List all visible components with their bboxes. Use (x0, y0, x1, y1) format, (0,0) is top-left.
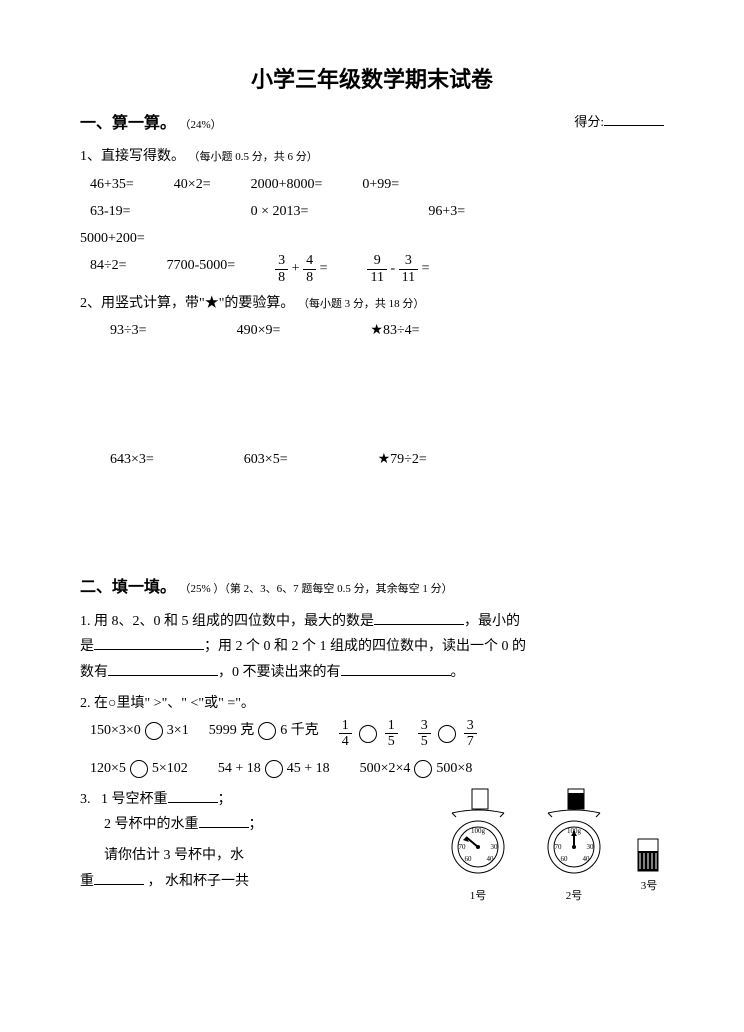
scale-3-label: 3号 (634, 877, 664, 897)
section-1-head: 一、算一算。 (80, 115, 176, 132)
blank[interactable] (341, 661, 451, 676)
svg-text:60: 60 (561, 855, 569, 863)
q1-1-note: （每小题 0.5 分，共 6 分） (189, 151, 318, 163)
compare-circle[interactable] (414, 760, 432, 778)
calc-item: ★83÷4= (370, 318, 419, 343)
q1-2-head: 2、用竖式计算，带"★"的要验算。 (80, 296, 294, 311)
exam-title: 小学三年级数学期末试卷 (80, 60, 664, 100)
calc-item: 84÷2= (90, 253, 127, 285)
calc-item: 0+99= (362, 172, 399, 197)
scale-icon: 100g 70 30 60 40 (442, 787, 514, 887)
cmp-item: 35 37 (418, 718, 477, 750)
section-2-head: 二、填一填。 (80, 579, 176, 596)
calc-item: 46+35= (90, 172, 134, 197)
calc-item-frac: 911 - 311 = (367, 253, 429, 285)
blank[interactable] (94, 635, 204, 650)
scale-1: 100g 70 30 60 40 1号 (442, 787, 514, 907)
section-2-note: （25% ）（第 2、3、6、7 题每空 0.5 分，其余每空 1 分） (180, 583, 453, 595)
blank[interactable] (94, 870, 144, 885)
blank[interactable] (168, 788, 218, 803)
scale-2: 100g 70 30 60 40 2号 (538, 787, 610, 907)
compare-circle[interactable] (258, 722, 276, 740)
q1-1-head: 1、直接写得数。 (80, 149, 185, 164)
calc-item: 93÷3= (110, 318, 147, 343)
svg-text:30: 30 (587, 843, 595, 851)
svg-text:70: 70 (459, 843, 467, 851)
compare-circle[interactable] (438, 725, 456, 743)
section-1-pct: （24%） (180, 119, 222, 131)
calc-row-2: 63-19= 0 × 2013= 96+3= (90, 199, 664, 224)
cmp-item: 500×2×4500×8 (360, 756, 473, 781)
blank[interactable] (199, 813, 249, 828)
q1-2: 2、用竖式计算，带"★"的要验算。 （每小题 3 分，共 18 分） (80, 291, 664, 316)
scale-icon: 100g 70 30 60 40 (538, 787, 610, 887)
compare-circle[interactable] (265, 760, 283, 778)
score-label: 得分: (574, 110, 664, 133)
calc-item: 96+3= (428, 199, 465, 224)
blank[interactable] (374, 610, 464, 625)
calc-item: 490×9= (237, 318, 281, 343)
calc-row-4: 84÷2= 7700-5000= 38 + 48 = 911 - 311 = (90, 253, 664, 285)
compare-circle[interactable] (359, 725, 377, 743)
q2-1: 1. 用 8、2、0 和 5 组成的四位数中，最大的数是，最小的 是；用 2 个… (80, 609, 664, 685)
calc-item: 0 × 2013= (251, 199, 309, 224)
calc-row-1: 46+35= 40×2= 2000+8000= 0+99= (90, 172, 664, 197)
vert-row-2: 643×3= 603×5= ★79÷2= (110, 447, 664, 472)
calc-row-3: 5000+200= (80, 226, 664, 251)
cmp-item: 150×3×03×1 (90, 718, 189, 750)
svg-text:70: 70 (555, 843, 563, 851)
cup-icon (634, 837, 664, 877)
calc-item: 40×2= (174, 172, 211, 197)
cmp-item: 14 15 (339, 718, 398, 750)
scale-1-label: 1号 (442, 887, 514, 907)
section-1-header: 一、算一算。 （24%） 得分: (80, 110, 664, 139)
q1-1: 1、直接写得数。 （每小题 0.5 分，共 6 分） (80, 144, 664, 169)
calc-item: 2000+8000= (251, 172, 323, 197)
q2-2: 2. 在○里填" >"、" <"或" ="。 150×3×03×1 5999 克… (80, 691, 664, 781)
calc-item: ★79÷2= (378, 447, 427, 472)
calc-item: 63-19= (90, 199, 131, 224)
svg-text:100g: 100g (471, 827, 486, 835)
compare-circle[interactable] (130, 760, 148, 778)
cmp-item: 120×55×102 (90, 756, 188, 781)
vert-row-1: 93÷3= 490×9= ★83÷4= (110, 318, 664, 343)
scale-3: 3号 (634, 837, 664, 897)
q2-2-head: 2. 在○里填" >"、" <"或" ="。 (80, 691, 664, 716)
compare-circle[interactable] (145, 722, 163, 740)
calc-item-frac: 38 + 48 = (275, 253, 327, 285)
q2-3: 3. 1 号空杯重； 2 号杯中的水重； 请你估计 3 号杯中，水 重 ， 水和… (80, 787, 664, 907)
svg-text:40: 40 (487, 855, 495, 863)
q1-2-note: （每小题 3 分，共 18 分） (298, 298, 425, 310)
calc-item: 7700-5000= (167, 253, 236, 285)
scale-2-label: 2号 (538, 887, 610, 907)
cmp-item: 54 + 1845 + 18 (218, 756, 330, 781)
svg-text:60: 60 (465, 855, 473, 863)
svg-text:40: 40 (583, 855, 591, 863)
svg-text:30: 30 (491, 843, 499, 851)
section-2-header: 二、填一填。 （25% ）（第 2、3、6、7 题每空 0.5 分，其余每空 1… (80, 574, 664, 603)
calc-item: 603×5= (244, 447, 288, 472)
score-blank[interactable] (604, 112, 664, 126)
blank[interactable] (108, 661, 218, 676)
cmp-item: 5999 克6 千克 (209, 718, 319, 750)
calc-item: 643×3= (110, 447, 154, 472)
